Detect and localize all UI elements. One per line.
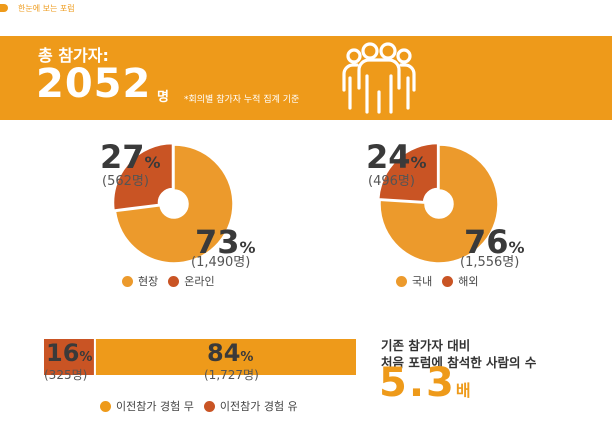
legend-label: 이전참가 경험 무: [116, 400, 194, 413]
pie-venue-small-pct: 27%: [100, 141, 161, 173]
legend-dot: [122, 275, 133, 287]
bar-large-pct: 84%: [207, 341, 253, 365]
legend-label: 현장: [138, 275, 159, 288]
pct-value: 16: [46, 339, 80, 367]
bar-chart-experience: [44, 339, 357, 375]
stat-line-2: 처음 포럼에 참석한 사람의 수: [381, 355, 537, 370]
legend-dot: [396, 275, 407, 287]
pct-value: 27: [100, 138, 145, 176]
stat-ratio-unit: 배: [455, 381, 471, 400]
bar-segment-no-experience: [95, 339, 357, 375]
pct-unit: %: [79, 350, 93, 365]
legend-label: 이전참가 경험 유: [219, 400, 298, 413]
pie-slice-overseas: [377, 142, 439, 203]
pct-value: 73: [195, 223, 240, 261]
people-group-icon: [342, 42, 416, 114]
legend-item-no-experience: 이전참가 경험 무: [100, 398, 194, 414]
legend-item-onsite: 현장: [122, 273, 158, 289]
pie-origin-legend: 국내 해외: [396, 273, 489, 289]
legend-label: 온라인: [184, 275, 215, 288]
bar-small-count: (325명): [44, 368, 88, 382]
pie-chart-venue: [112, 142, 234, 264]
bar-segment-experience: [44, 339, 94, 375]
bar-legend: 이전참가 경험 무 이전참가 경험 유: [100, 398, 308, 414]
legend-dot: [203, 400, 215, 412]
legend-dot: [442, 275, 454, 287]
total-unit: 명: [157, 90, 169, 105]
total-participants-banner: 총 참가자: 2052 명 *회의별 참가자 누적 집계 기준: [0, 36, 612, 120]
pct-value: 24: [366, 138, 411, 176]
legend-label: 국내: [412, 275, 433, 288]
pie-chart-origin: [377, 142, 499, 264]
legend-item-domestic: 국내: [396, 273, 432, 289]
stat-line-1: 기존 참가자 대비: [381, 338, 471, 353]
pie-origin-large-count: (1,556명): [460, 255, 520, 270]
pct-value: 84: [207, 339, 241, 367]
pie-slice-onsite: [114, 144, 234, 264]
bar-large-count: (1,727명): [204, 368, 259, 382]
bar-small-pct: 16%: [46, 341, 92, 365]
legend-item-experience: 이전참가 경험 유: [203, 398, 298, 414]
pct-unit: %: [410, 153, 427, 172]
legend-item-overseas: 해외: [442, 273, 479, 289]
stat-ratio: 5.3배: [379, 363, 471, 403]
pie-slice-domestic: [379, 144, 499, 264]
total-note: *회의별 참가자 누적 집계 기준: [184, 95, 300, 105]
legend-dot: [168, 275, 180, 287]
pie-venue-large-count: (1,490명): [191, 255, 251, 270]
pie-venue-small-count: (562명): [102, 174, 149, 189]
pct-unit: %: [144, 153, 161, 172]
pie-origin-small-pct: 24%: [366, 141, 427, 173]
legend-label: 해외: [458, 275, 479, 288]
pct-unit: %: [240, 350, 254, 365]
pie-origin-large-pct: 76%: [464, 226, 525, 258]
pct-unit: %: [508, 238, 525, 257]
pie-venue-large-pct: 73%: [195, 226, 256, 258]
pie-origin-small-count: (496명): [368, 174, 415, 189]
total-label: 총 참가자:: [38, 46, 109, 65]
header-bar: 한눈에 보는 포럼: [0, 0, 612, 30]
pie-slice-online: [112, 142, 174, 211]
legend-item-online: 온라인: [168, 273, 215, 289]
total-value: 2052: [36, 61, 152, 107]
legend-dot: [100, 400, 111, 412]
pie-venue-legend: 현장 온라인: [122, 273, 225, 289]
header-accent-pill: [0, 4, 8, 12]
stat-ratio-value: 5.3: [379, 360, 456, 406]
pct-unit: %: [239, 238, 256, 257]
pct-value: 76: [464, 223, 509, 261]
header-title: 한눈에 보는 포럼: [18, 4, 75, 13]
